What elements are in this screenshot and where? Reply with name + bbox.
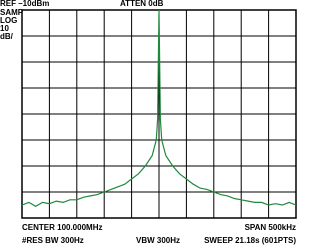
rbw-label: #RES BW 300Hz xyxy=(22,236,84,245)
side-label: LOG xyxy=(0,16,17,25)
side-label: SAMP xyxy=(0,8,24,17)
side-label: 10 xyxy=(0,24,9,33)
spectrum-display: REF –10dBm ATTEN 0dB SAMP LOG 10 dB/ CEN… xyxy=(0,0,297,245)
center-label: CENTER 100.000MHz xyxy=(22,223,102,232)
ref-label: REF –10dBm xyxy=(0,0,49,8)
span-label: SPAN 500kHz xyxy=(245,223,296,232)
trace xyxy=(21,9,297,207)
sweep-label: SWEEP 21.18s (601PTS) xyxy=(204,236,296,245)
side-label: dB/ xyxy=(0,32,14,41)
vbw-label: VBW 300Hz xyxy=(136,236,180,245)
atten-label: ATTEN 0dB xyxy=(120,0,164,8)
